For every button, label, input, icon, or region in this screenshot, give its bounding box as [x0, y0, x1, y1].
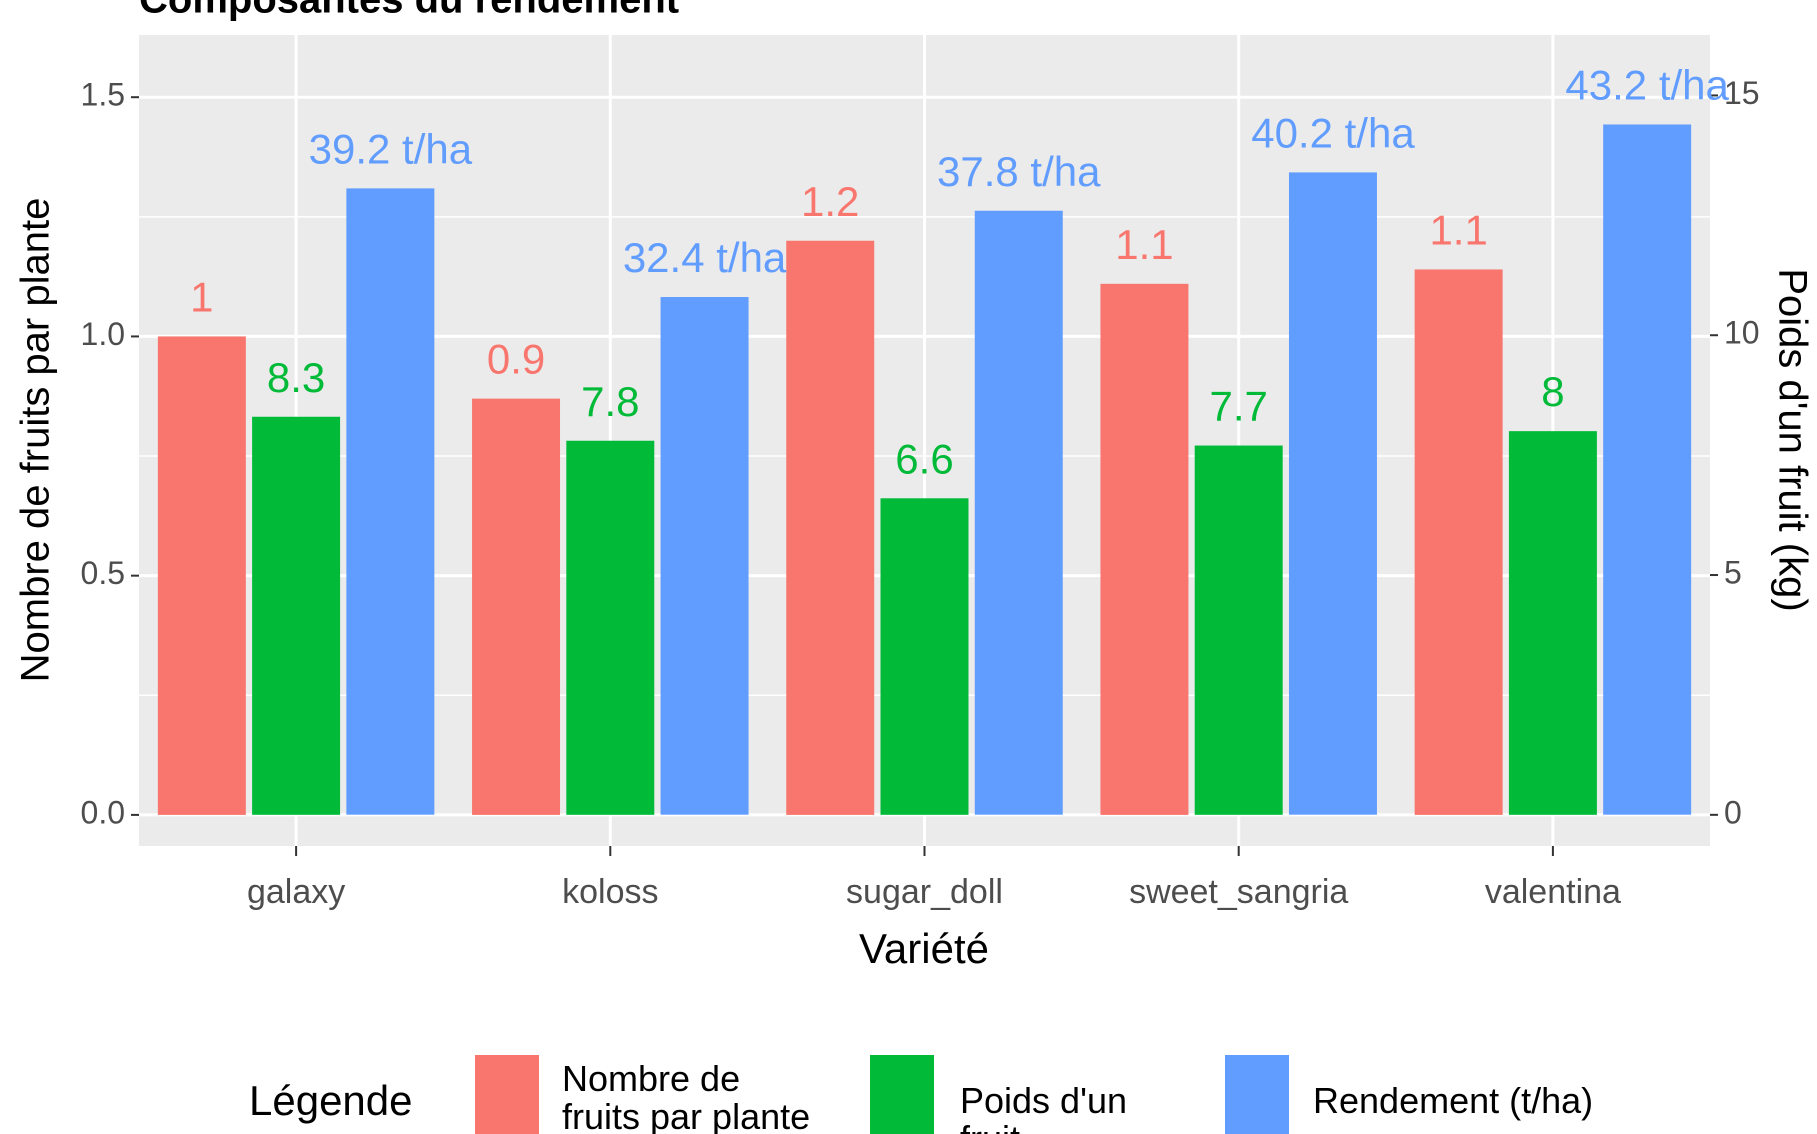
legend-entry: Nombre de fruits par plante: [562, 1060, 811, 1134]
value-label: 39.2 t/ha: [309, 125, 473, 172]
y-tick-label: 1.5: [81, 77, 125, 113]
x-tick-label: galaxy: [247, 873, 345, 911]
y2-tick-label: 0: [1724, 794, 1742, 830]
legend-key: [475, 1055, 539, 1134]
legend-title: Légende: [249, 1077, 413, 1124]
x-tick-label: sugar_doll: [846, 873, 1003, 911]
bar: [1414, 269, 1503, 815]
bar: [880, 498, 969, 815]
bar: [157, 336, 246, 815]
bar: [974, 210, 1063, 815]
y-tick-label: 0.0: [81, 794, 125, 830]
value-label: 1.1: [1115, 221, 1173, 268]
value-label: 37.8 t/ha: [937, 148, 1101, 195]
bar: [252, 416, 341, 815]
value-label: 32.4 t/ha: [623, 234, 787, 281]
x-axis-title: Variété: [859, 925, 989, 972]
bar: [1100, 283, 1189, 815]
value-label: 1: [190, 274, 213, 321]
y-tick-label: 0.5: [81, 555, 125, 591]
y2-tick-label: 15: [1724, 75, 1760, 111]
y-tick-label: 1.0: [81, 316, 125, 352]
value-label: 8: [1541, 368, 1564, 415]
x-tick-label: koloss: [562, 873, 658, 911]
bar: [660, 297, 749, 815]
bar: [1508, 431, 1597, 815]
value-label: 7.8: [581, 378, 639, 425]
chart-title: Composantes du rendement: [139, 0, 679, 22]
legend-key: [870, 1055, 934, 1134]
bar: [1194, 445, 1283, 815]
y2-tick-label: 10: [1724, 315, 1760, 351]
bar: [1288, 172, 1377, 815]
value-label: 1.2: [801, 178, 859, 225]
legend-key: [1225, 1055, 1289, 1134]
bar: [346, 188, 435, 815]
bar: [1603, 124, 1692, 815]
y-axis-title: Nombre de fruits par plante: [14, 198, 58, 683]
value-label: 7.7: [1210, 383, 1268, 430]
x-tick-label: sweet_sangria: [1129, 873, 1348, 911]
bar: [566, 440, 655, 815]
bar: [472, 398, 561, 815]
legend-entry: Poids d'un fruit: [960, 1082, 1127, 1134]
value-label: 8.3: [267, 354, 325, 401]
x-tick-label: valentina: [1485, 873, 1621, 911]
value-label: 43.2 t/ha: [1565, 62, 1729, 109]
value-label: 40.2 t/ha: [1251, 109, 1415, 156]
y2-tick-label: 5: [1724, 554, 1742, 590]
legend-label: Rendement (t/ha): [1313, 1082, 1594, 1121]
legend-label: Nombre de fruits par plante: [562, 1060, 811, 1134]
value-label: 6.6: [895, 435, 953, 482]
value-label: 1.1: [1429, 207, 1487, 254]
legend-label: Poids d'un fruit: [960, 1082, 1127, 1134]
bar: [786, 240, 875, 815]
y2-axis-title: Poids d'un fruit (kg): [1770, 268, 1814, 611]
legend-entry: Rendement (t/ha): [1313, 1082, 1594, 1121]
value-label: 0.9: [487, 336, 545, 383]
